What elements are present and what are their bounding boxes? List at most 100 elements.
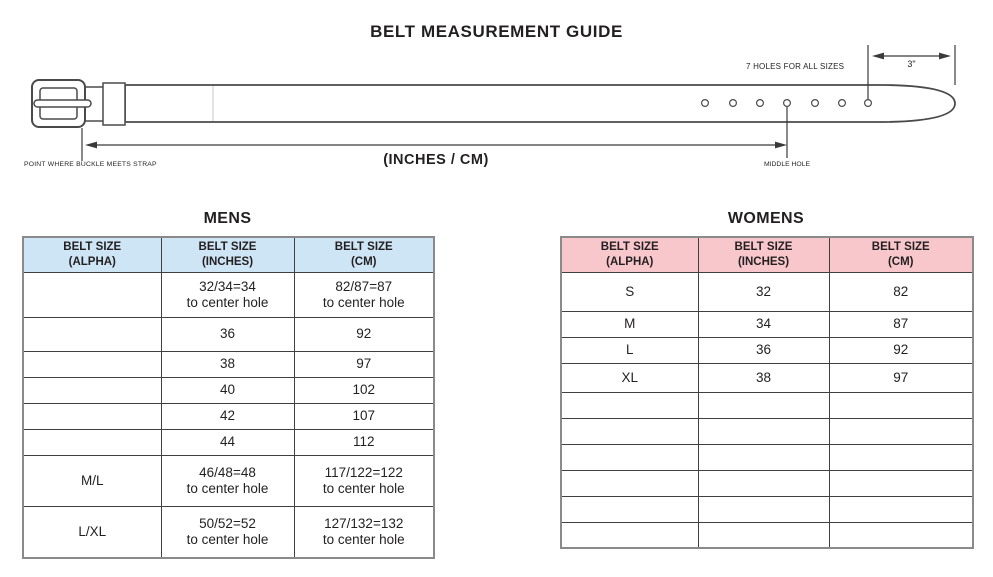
table-cell: 40 <box>160 376 295 404</box>
table-cell: 36 <box>160 316 295 352</box>
column-header: BELT SIZE (CM) <box>828 236 974 273</box>
womens-table-title: WOMENS <box>727 210 805 227</box>
table-cell: 44 <box>160 428 295 456</box>
table-row <box>560 495 974 523</box>
table-cell: 38 <box>697 362 830 393</box>
column-header: BELT SIZE (INCHES) <box>160 236 295 273</box>
table-cell <box>828 521 974 549</box>
column-header: BELT SIZE (ALPHA) <box>560 236 699 273</box>
mens-size-table: BELT SIZE (ALPHA) BELT SIZE (INCHES) BELT … <box>22 236 435 559</box>
buckle-prong <box>33 99 92 108</box>
middle-hole-label: MIDDLE HOLE <box>763 161 811 168</box>
belt-hole <box>810 98 819 107</box>
table-cell: 117/122=122 to center hole <box>293 454 435 507</box>
table-cell <box>560 443 699 471</box>
table-cell: 82/87=87 to center hole <box>293 271 435 318</box>
table-cell: XL <box>560 362 699 393</box>
womens-size-table: BELT SIZE (ALPHA) BELT SIZE (INCHES) BELT … <box>560 236 974 549</box>
womens-size-section: WOMENS BELT SIZE (ALPHA) BELT SIZE (INCHE… <box>560 210 974 549</box>
table-cell <box>697 469 830 497</box>
arrowhead-right <box>775 141 787 149</box>
table-cell <box>560 521 699 549</box>
table-cell: M/L <box>22 454 162 507</box>
table-cell <box>828 391 974 419</box>
table-cell <box>828 469 974 497</box>
column-header: BELT SIZE (ALPHA) <box>22 236 162 273</box>
table-cell: 97 <box>293 350 435 378</box>
table-cell <box>22 271 162 318</box>
table-cell: 32 <box>697 271 830 312</box>
belt-holes <box>700 98 872 107</box>
table-cell: 34 <box>697 310 830 338</box>
seven-holes-label: 7 HOLES FOR ALL SIZES <box>746 62 845 71</box>
table-row: 40 102 <box>22 376 435 404</box>
table-row: L 36 92 <box>560 336 974 364</box>
header-row: BELT SIZE (ALPHA) BELT SIZE (INCHES) BELT … <box>22 236 435 273</box>
arrowhead-left <box>872 52 884 60</box>
table-row: M 34 87 <box>560 310 974 338</box>
inches-cm-label: (INCHES / CM) <box>383 152 489 168</box>
table-row: S 32 82 <box>560 271 974 312</box>
table-cell <box>22 428 162 456</box>
table-cell: 92 <box>293 316 435 352</box>
table-cell: 127/132=132 to center hole <box>293 505 435 559</box>
three-inch-label: 3" <box>907 59 916 69</box>
table-cell: 32/34=34 to center hole <box>160 271 295 318</box>
table-row <box>560 521 974 549</box>
arrowhead-right <box>939 52 951 60</box>
mens-table-title: MENS <box>203 210 252 227</box>
table-row <box>560 469 974 497</box>
table-cell <box>560 391 699 419</box>
table-cell: M <box>560 310 699 338</box>
table-cell: L <box>560 336 699 364</box>
table-cell: 36 <box>697 336 830 364</box>
column-header: BELT SIZE (CM) <box>293 236 435 273</box>
table-cell <box>697 495 830 523</box>
table-row: 38 97 <box>22 350 435 378</box>
belt-diagram: 7 HOLES FOR ALL SIZES 3" (INCHES / CM) P… <box>0 0 993 195</box>
mens-size-section: MENS BELT SIZE (ALPHA) BELT SIZE (INCHES)… <box>22 210 435 559</box>
column-header: BELT SIZE (INCHES) <box>697 236 830 273</box>
table-row: M/L 46/48=48 to center hole 117/122=122 to… <box>22 454 435 507</box>
table-cell <box>560 469 699 497</box>
belt-hole-middle <box>782 98 791 107</box>
table-cell <box>22 350 162 378</box>
table-cell: 87 <box>828 310 974 338</box>
length-measure-arrow <box>85 141 787 149</box>
table-cell: 46/48=48 to center hole <box>160 454 295 507</box>
belt-keeper <box>102 82 126 126</box>
table-cell <box>22 376 162 404</box>
table-cell <box>697 443 830 471</box>
table-cell: 102 <box>293 376 435 404</box>
table-cell <box>828 443 974 471</box>
arrowhead-left <box>85 141 97 149</box>
table-row: 42 107 <box>22 402 435 430</box>
belt-hole <box>755 98 764 107</box>
table-cell <box>22 402 162 430</box>
table-cell: 107 <box>293 402 435 430</box>
belt-hole <box>728 98 737 107</box>
table-cell: 112 <box>293 428 435 456</box>
table-row: 44 112 <box>22 428 435 456</box>
table-cell: 38 <box>160 350 295 378</box>
belt-hole <box>837 98 846 107</box>
table-row: 36 92 <box>22 316 435 352</box>
table-row: XL 38 97 <box>560 362 974 393</box>
table-cell: 92 <box>828 336 974 364</box>
table-row: L/XL 50/52=52 to center hole 127/132=132 t… <box>22 505 435 559</box>
page-title: BELT MEASUREMENT GUIDE <box>370 22 623 41</box>
belt-illustration <box>31 45 956 161</box>
belt-hole <box>700 98 709 107</box>
table-cell <box>560 417 699 445</box>
table-row: 32/34=34 to center hole 82/87=87 to cente… <box>22 271 435 318</box>
three-inch-measure <box>867 45 956 99</box>
table-row <box>560 391 974 419</box>
belt-hole <box>863 98 872 107</box>
table-cell <box>560 495 699 523</box>
table-cell <box>828 417 974 445</box>
table-cell <box>697 521 830 549</box>
table-cell: 42 <box>160 402 295 430</box>
table-cell <box>697 417 830 445</box>
table-row <box>560 443 974 471</box>
table-cell: S <box>560 271 699 312</box>
